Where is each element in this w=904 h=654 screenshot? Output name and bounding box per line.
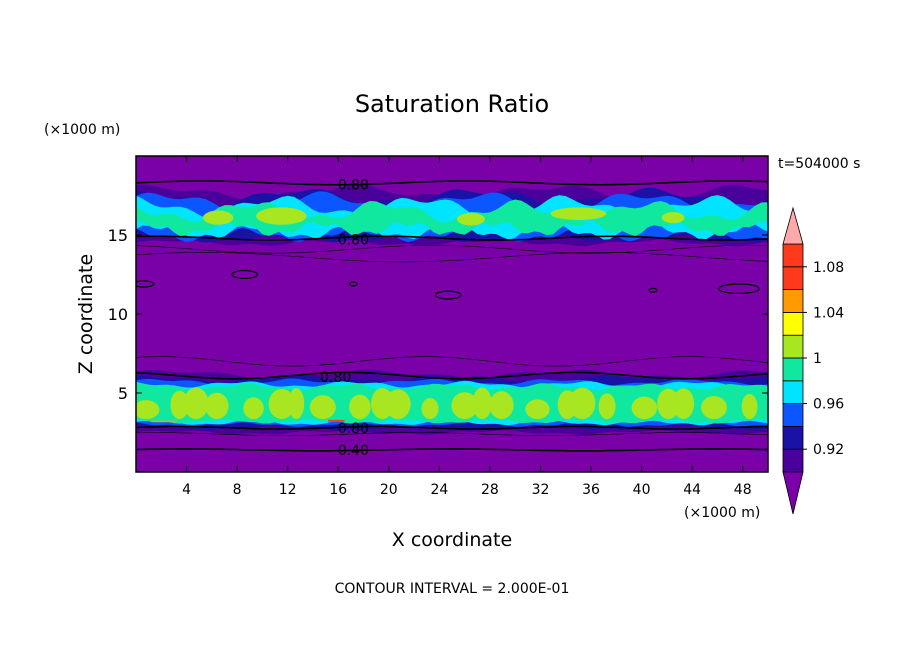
colorbar-label-0: 1.08 (813, 260, 844, 276)
colorbar-segment-0 (782, 448, 804, 473)
x-tick-label-48: 48 (734, 482, 752, 498)
lower-green-cell-7 (309, 395, 336, 420)
chart-title: Saturation Ratio (355, 90, 549, 118)
upper-green-patch-2 (457, 212, 485, 226)
y-tick-label-15: 15 (108, 226, 128, 245)
colorbar-segment-1 (782, 425, 804, 450)
colorbar-segment-8 (782, 266, 804, 290)
x-axis: 4 8 12 16 20 24 28 32 36 40 44 48 (182, 156, 752, 498)
lower-green-cell-8 (349, 394, 371, 420)
saturation-fields (136, 184, 768, 435)
colorbar-top-extension (782, 206, 804, 245)
contour-closed-5 (136, 280, 155, 288)
lower-green-cell-1 (170, 390, 189, 420)
x-tick-label-20: 20 (380, 482, 398, 498)
lower-green-cell-23 (741, 393, 758, 420)
lower-green-cell-19 (631, 396, 658, 420)
x-tick-label-4: 4 (182, 482, 191, 498)
contour-interval-footer: CONTOUR INTERVAL = 2.000E-01 (335, 581, 570, 597)
lower-green-cell-4 (243, 397, 264, 420)
x-tick-label-24: 24 (430, 482, 448, 498)
x-unit-label: (×1000 m) (684, 505, 760, 521)
colorbar-label-4: 0.92 (813, 442, 844, 458)
lower-green-cell-13 (472, 387, 492, 420)
lower-green-cell-14 (489, 391, 514, 420)
contour-line-0 (136, 180, 768, 186)
contour-line-3 (136, 252, 768, 263)
colorbar-label-2: 1 (813, 351, 822, 367)
x-tick-label-40: 40 (633, 482, 651, 498)
x-tick-label-16: 16 (329, 482, 347, 498)
y-unit-label: (×1000 m) (44, 122, 120, 138)
contour-line-1 (136, 235, 768, 241)
colorbar-segment-2 (782, 403, 804, 427)
lower-green-cell-0 (136, 400, 160, 420)
lower-green-cell-18 (598, 393, 616, 420)
contour-label-0: 0.80 (338, 177, 369, 193)
contour-label-1: 0.80 (338, 233, 369, 249)
contour-label-4: 0.40 (338, 443, 369, 459)
lower-green-cell-21 (672, 388, 695, 420)
x-tick-label-32: 32 (532, 482, 550, 498)
x-tick-label-8: 8 (233, 482, 242, 498)
contour-closed-4 (718, 283, 760, 295)
lower-green-cell-11 (421, 398, 439, 420)
upper-layer-teal (136, 199, 768, 237)
x-tick-label-28: 28 (481, 482, 499, 498)
colorbar: 1.08 1.04 1 0.96 0.92 (782, 206, 844, 515)
lower-green-cell-3 (205, 392, 229, 420)
colorbar-segment-3 (782, 380, 804, 404)
lower-green-cell-17 (568, 387, 596, 420)
lower-red-patch (328, 419, 345, 422)
lower-green-cell-15 (525, 399, 550, 420)
contour-closed-0 (231, 269, 258, 280)
contour-line-2 (136, 245, 768, 254)
lower-green-cell-2 (183, 387, 209, 420)
y-axis: 5 10 15 (108, 226, 768, 403)
colorbar-segment-9 (782, 243, 804, 268)
lower-green-cell-5 (268, 389, 295, 420)
colorbar-label-1: 1.04 (813, 305, 844, 321)
contour-line-4 (136, 356, 768, 367)
time-label: t=504000 s (778, 156, 860, 172)
colorbar-segment-5 (782, 334, 804, 359)
contour-line-6 (136, 425, 768, 430)
x-tick-label-44: 44 (683, 482, 701, 498)
x-tick-label-36: 36 (582, 482, 600, 498)
upper-green-patch-1 (256, 207, 307, 225)
lower-green-cell-10 (385, 389, 411, 420)
lower-orange-patch (151, 420, 177, 423)
y-tick-label-10: 10 (108, 305, 128, 324)
lower-green-cell-22 (700, 395, 727, 420)
upper-green-patch-0 (202, 210, 234, 225)
colorbar-segment-4 (782, 357, 804, 382)
colorbar-segment-6 (782, 311, 804, 336)
contour-line-8 (136, 448, 768, 452)
contour-label-3: 0.80 (338, 421, 369, 437)
lower-green-cell-6 (288, 388, 305, 420)
contour-closed-1 (349, 281, 358, 287)
upper-green-patch-4 (661, 212, 685, 224)
lower-green-cell-12 (451, 392, 478, 420)
contour-lines (136, 180, 768, 452)
contour-line-7 (136, 432, 768, 437)
contour-closed-2 (434, 290, 462, 300)
upper-green-patch-3 (550, 207, 607, 220)
contour-labels: 0.80 0.80 0.80 0.80 0.40 (320, 177, 369, 458)
x-tick-label-12: 12 (279, 482, 297, 498)
contour-line-5 (136, 371, 768, 380)
x-axis-label: X coordinate (392, 529, 512, 551)
colorbar-segment-7 (782, 289, 804, 313)
contour-closed-3 (648, 287, 658, 293)
contour-label-2: 0.80 (320, 370, 351, 386)
y-tick-label-5: 5 (118, 384, 128, 403)
colorbar-label-3: 0.96 (813, 397, 844, 413)
plot-area (136, 156, 768, 472)
colorbar-bottom-extension (782, 471, 804, 515)
y-axis-label: Z coordinate (75, 254, 97, 374)
